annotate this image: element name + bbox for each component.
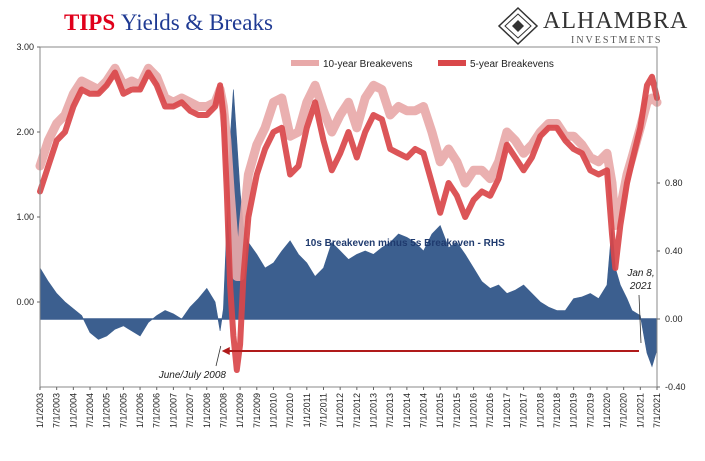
right-marker-leader <box>638 294 642 344</box>
jan8-label-line1: Jan 8, <box>626 268 654 279</box>
x-tick-label: 1/1/2015 <box>435 393 445 428</box>
series-10yr-breakevens <box>35 63 662 281</box>
x-tick-label: 1/1/2006 <box>135 393 145 428</box>
chart-title: TIPS Yields & Breaks <box>64 10 273 36</box>
x-tick-label: 7/1/2013 <box>385 393 395 428</box>
right-tick-label: -0.40 <box>665 382 686 392</box>
x-tick-label: 1/1/2014 <box>402 393 412 428</box>
x-tick-label: 1/1/2009 <box>235 393 245 428</box>
x-tick-label: 7/1/2005 <box>118 393 128 428</box>
series-5yr-breakevens <box>37 69 660 373</box>
left-marker-leader <box>215 345 222 367</box>
x-tick-label: 7/1/2004 <box>85 393 95 428</box>
x-tick-label: 7/1/2007 <box>185 393 195 428</box>
x-tick-label: 7/1/2019 <box>585 393 595 428</box>
x-tick-label: 1/1/2018 <box>535 393 545 428</box>
x-tick-label: 7/1/2016 <box>485 393 495 428</box>
x-tick-label: 7/1/2018 <box>552 393 562 428</box>
x-tick-label: 1/1/2003 <box>35 393 45 428</box>
spread-area-layer <box>39 89 658 368</box>
legend-5yr: 5-year Breakevens <box>470 59 554 70</box>
right-tick-label: 0.40 <box>665 246 683 256</box>
alhambra-logo: ALHAMBRA INVESTMENTS <box>495 6 695 46</box>
x-tick-label: 1/1/2004 <box>68 393 78 428</box>
x-tick-label: 7/1/2017 <box>519 393 529 428</box>
x-tick-label: 1/1/2007 <box>168 393 178 428</box>
title-rest: Yields & Breaks <box>120 10 273 35</box>
x-tick-label: 1/1/2016 <box>469 393 479 428</box>
x-tick-label: 7/1/2010 <box>285 393 295 428</box>
x-tick-label: 7/1/2011 <box>318 393 328 427</box>
x-tick-label: 7/1/2003 <box>52 393 62 428</box>
right-tick-label: 0.00 <box>665 314 683 324</box>
x-tick-label: 1/1/2010 <box>268 393 278 428</box>
logo-name: ALHAMBRA <box>543 8 689 34</box>
x-tick-label: 1/1/2021 <box>635 393 645 428</box>
series-spread-area <box>39 89 658 368</box>
x-tick-label: 7/1/2020 <box>619 393 629 428</box>
x-tick-label: 7/1/2006 <box>152 393 162 428</box>
x-tick-label: 7/1/2008 <box>218 393 228 428</box>
left-tick-label: 1.00 <box>16 212 34 222</box>
x-tick-label: 1/1/2020 <box>602 393 612 428</box>
left-tick-label: 2.00 <box>16 127 34 137</box>
legend-10yr: 10-year Breakevens <box>323 59 413 70</box>
june-july-2008-label: June/July 2008 <box>158 370 227 381</box>
left-tick-label: 3.00 <box>16 42 34 52</box>
x-tick-label: 1/1/2011 <box>302 393 312 427</box>
diamond-icon <box>497 6 539 46</box>
title-tips: TIPS <box>64 10 116 35</box>
x-tick-label: 7/1/2021 <box>652 393 662 428</box>
x-tick-label: 7/1/2014 <box>419 393 429 428</box>
annotation-layer: 10-year Breakevens 5-year Breakevens 10s B… <box>158 59 655 381</box>
x-tick-label: 7/1/2012 <box>352 393 362 428</box>
jan8-label-line2: 2021 <box>629 281 652 292</box>
x-tick-label: 1/1/2012 <box>335 393 345 428</box>
x-tick-label: 7/1/2015 <box>452 393 462 428</box>
right-tick-label: 0.80 <box>665 178 683 188</box>
axes-layer: 3.00 2.00 1.00 0.00 0.80 0.40 0.00 -0.40 1/1/200… <box>16 42 685 428</box>
spread-label: 10s Breakeven minus 5s Breakeven - RHS <box>305 238 505 249</box>
x-tick-label: 7/1/2009 <box>252 393 262 428</box>
x-tick-label: 1/1/2017 <box>502 393 512 428</box>
breakeven-lines-layer <box>35 63 662 373</box>
x-tick-label: 1/1/2013 <box>369 393 379 428</box>
x-tick-label: 1/1/2019 <box>569 393 579 428</box>
arrowhead-icon <box>221 347 230 355</box>
x-tick-label: 1/1/2008 <box>202 393 212 428</box>
left-tick-label: 0.00 <box>16 297 34 307</box>
x-tick-label: 1/1/2005 <box>102 393 112 428</box>
logo-subtitle: INVESTMENTS <box>571 35 663 46</box>
